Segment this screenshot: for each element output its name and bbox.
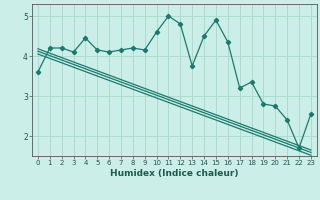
X-axis label: Humidex (Indice chaleur): Humidex (Indice chaleur) [110,169,239,178]
